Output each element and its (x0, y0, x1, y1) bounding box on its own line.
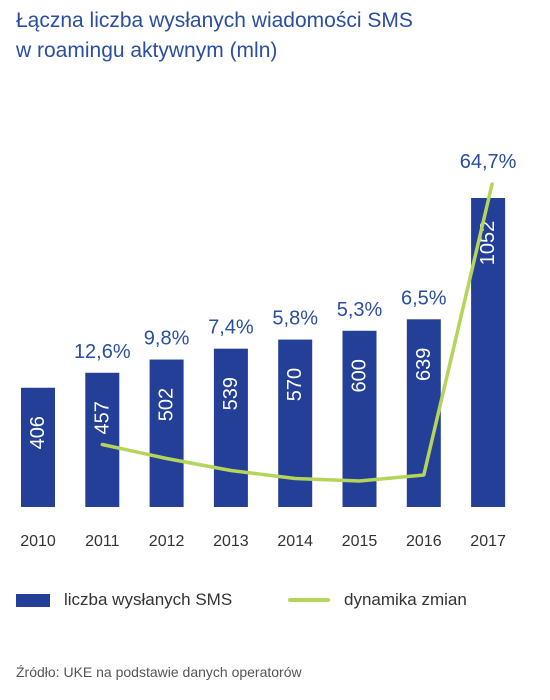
dynamics-line (100, 182, 494, 483)
bar-value-label-2016: 639 (413, 348, 435, 381)
chart-title: Łączna liczba wysłanych wiadomości SMS w… (16, 6, 536, 66)
bar-value-label-2013: 539 (220, 377, 242, 410)
dynamics-label-2012: 9,8% (144, 328, 190, 350)
bar-value-label-2010: 406 (27, 416, 49, 449)
x-tick-label-2010: 2010 (20, 533, 56, 550)
legend-label-bars: liczba wysłanych SMS (64, 590, 233, 609)
bar-2014 (278, 339, 313, 507)
source-note: Źródło: UKE na podstawie danych operator… (16, 664, 302, 680)
x-tick-label-2015: 2015 (342, 533, 378, 550)
dynamics-label-2017: 64,7% (460, 151, 517, 173)
bar-value-label-2015: 600 (349, 359, 371, 392)
bar-value-label-2012: 502 (156, 388, 178, 421)
x-tick-label-2013: 2013 (213, 533, 249, 550)
legend-swatch-line (288, 598, 330, 602)
bar-2016 (406, 319, 441, 507)
chart-title-line-1: Łączna liczba wysłanych wiadomości SMS (16, 9, 413, 32)
legend-swatch-bar (16, 593, 50, 607)
bar-value-label-2014: 570 (284, 368, 306, 401)
bar-2015 (342, 330, 377, 507)
chart-legend: liczba wysłanych SMS dynamika zmian (16, 590, 536, 620)
bar-2010 (21, 387, 55, 507)
chart-title-line-2: w roamingu aktywnym (mln) (16, 39, 278, 62)
legend-item-bars: liczba wysłanych SMS (16, 590, 232, 610)
dynamics-label-2014: 5,8% (272, 308, 318, 330)
dynamics-label-2013: 7,4% (208, 317, 254, 339)
legend-label-line: dynamika zmian (344, 590, 467, 609)
dynamics-label-2016: 6,5% (401, 287, 447, 309)
bar-2012 (149, 359, 184, 507)
bar-2013 (213, 348, 248, 507)
bar-2011 (85, 372, 120, 507)
x-tick-label-2012: 2012 (149, 533, 185, 550)
bar-value-label-2011: 457 (91, 401, 113, 434)
x-tick-label-2011: 2011 (85, 533, 120, 550)
dynamics-label-2011: 12,6% (74, 341, 131, 363)
x-tick-label-2016: 2016 (406, 533, 442, 550)
x-tick-label-2014: 2014 (277, 533, 313, 550)
x-tick-label-2017: 2017 (470, 533, 506, 550)
dynamics-label-2015: 5,3% (337, 299, 383, 321)
legend-item-line: dynamika zmian (288, 590, 467, 610)
